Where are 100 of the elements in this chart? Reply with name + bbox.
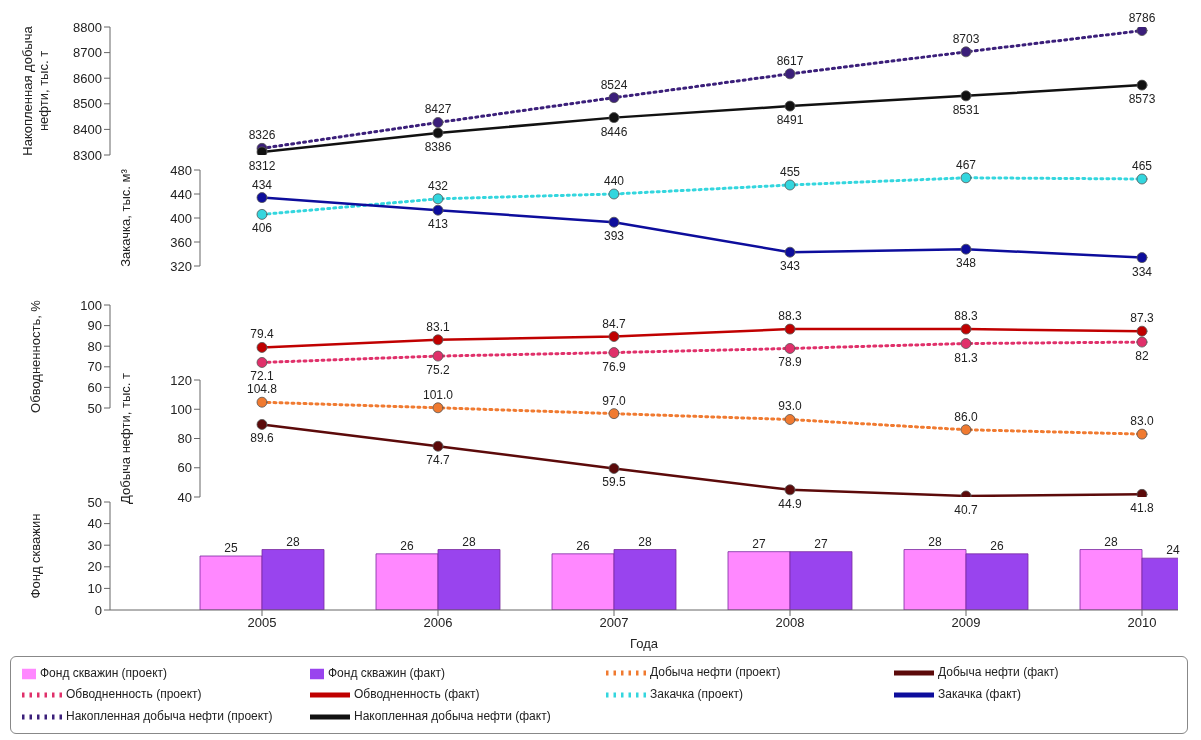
y-tick-label: 60 — [177, 460, 192, 476]
point — [256, 209, 268, 220]
data-label: 88.3 — [954, 309, 978, 324]
point — [432, 204, 444, 216]
y-tick-label: 8700 — [73, 45, 102, 61]
point — [784, 179, 796, 191]
legend-label: Добыча нефти (факт) — [938, 664, 1060, 682]
y-tick-label: 10 — [87, 581, 102, 597]
point — [432, 117, 444, 128]
y-tick-label: 80 — [87, 338, 102, 354]
data-label: 440 — [603, 174, 625, 188]
data-label: 8531 — [952, 102, 980, 117]
point — [432, 334, 444, 346]
data-label: 393 — [603, 229, 625, 244]
data-label: 26 — [576, 538, 590, 553]
y-tick-label: 120 — [170, 372, 192, 388]
data-label: 83.0 — [1130, 414, 1154, 429]
y-axis-title: Добыча нефти, тыс. т — [118, 373, 133, 504]
data-label: 40.7 — [954, 502, 978, 517]
point — [960, 243, 972, 255]
data-label: 455 — [779, 165, 801, 179]
point — [960, 323, 972, 335]
data-label: 432 — [427, 178, 449, 193]
data-label: 8491 — [776, 113, 804, 128]
data-label: 84.7 — [602, 316, 626, 331]
data-label: 8524 — [600, 77, 628, 92]
data-label: 28 — [1104, 534, 1118, 549]
y-tick-label: 20 — [87, 559, 102, 575]
x-tick-label: 2006 — [423, 615, 453, 631]
data-label: 8427 — [424, 102, 452, 117]
point — [608, 216, 620, 228]
data-label: 8573 — [1128, 92, 1156, 107]
data-label: 24 — [1166, 543, 1180, 558]
point — [960, 338, 972, 349]
y-axis-title: Обводненность, % — [28, 299, 43, 413]
data-label: 467 — [955, 157, 977, 172]
legend-label: Фонд скважин (проект) — [40, 665, 168, 682]
y-tick-label: 480 — [170, 162, 192, 178]
y-tick-label: 100 — [80, 297, 102, 313]
point — [1136, 79, 1148, 91]
legend-label: Добыча нефти (проект) — [650, 664, 782, 682]
y-tick-label: 50 — [87, 400, 102, 416]
y-tick-label: 0 — [94, 602, 102, 618]
y-tick-label: 60 — [87, 380, 102, 396]
x-tick-label: 2005 — [247, 615, 277, 631]
data-label: 26 — [990, 538, 1004, 553]
point — [784, 484, 796, 496]
point — [608, 331, 620, 342]
point — [960, 172, 972, 184]
x-tick-label: 2010 — [1127, 615, 1157, 631]
data-label: 79.4 — [250, 327, 274, 342]
data-label: 83.1 — [426, 319, 450, 334]
data-label: 8617 — [776, 53, 804, 68]
x-axis-title: Года — [630, 636, 659, 651]
legend-label: Закачка (проект) — [650, 686, 744, 704]
point — [256, 146, 268, 155]
point — [608, 463, 620, 474]
data-label: 88.3 — [778, 309, 802, 324]
data-label: 434 — [251, 177, 273, 192]
point — [256, 396, 268, 408]
y-tick-label: 40 — [87, 516, 102, 532]
data-label: 334 — [1131, 264, 1153, 279]
data-label: 8786 — [1128, 10, 1156, 25]
data-label: 86.0 — [954, 409, 978, 424]
point — [1136, 252, 1148, 263]
point — [960, 90, 972, 102]
point — [784, 68, 796, 80]
legend-label: Накопленная добыча нефти (факт) — [354, 708, 552, 726]
data-label: 101.0 — [422, 387, 454, 402]
data-label: 406 — [251, 221, 273, 236]
point — [1136, 173, 1148, 185]
data-label: 8446 — [600, 124, 628, 139]
data-label: 59.5 — [602, 475, 626, 490]
point — [608, 92, 620, 104]
point — [432, 350, 444, 362]
point — [608, 408, 620, 420]
data-label: 81.3 — [954, 350, 978, 365]
data-label: 343 — [779, 259, 801, 274]
point — [608, 188, 620, 200]
y-axis-title: Закачка, тыс. м³ — [118, 168, 133, 267]
point — [256, 357, 268, 368]
y-tick-label: 40 — [177, 489, 192, 505]
data-label: 25 — [224, 541, 238, 555]
legend-label: Фонд скважин (факт) — [328, 665, 447, 682]
y-tick-label: 80 — [177, 431, 192, 447]
data-label: 28 — [286, 534, 300, 549]
legend-label: Обводненность (факт) — [354, 686, 481, 704]
data-label: 97.0 — [602, 393, 626, 408]
point — [1136, 325, 1148, 337]
point — [960, 424, 972, 436]
y-tick-label: 8500 — [73, 96, 102, 112]
point — [432, 193, 444, 205]
point — [784, 414, 796, 425]
data-label: 8312 — [248, 158, 276, 173]
point — [256, 342, 268, 353]
y-tick-label: 8800 — [73, 19, 102, 35]
point — [608, 347, 620, 358]
data-label: 28 — [928, 534, 942, 549]
x-tick-label: 2008 — [775, 615, 805, 631]
point — [432, 127, 444, 139]
